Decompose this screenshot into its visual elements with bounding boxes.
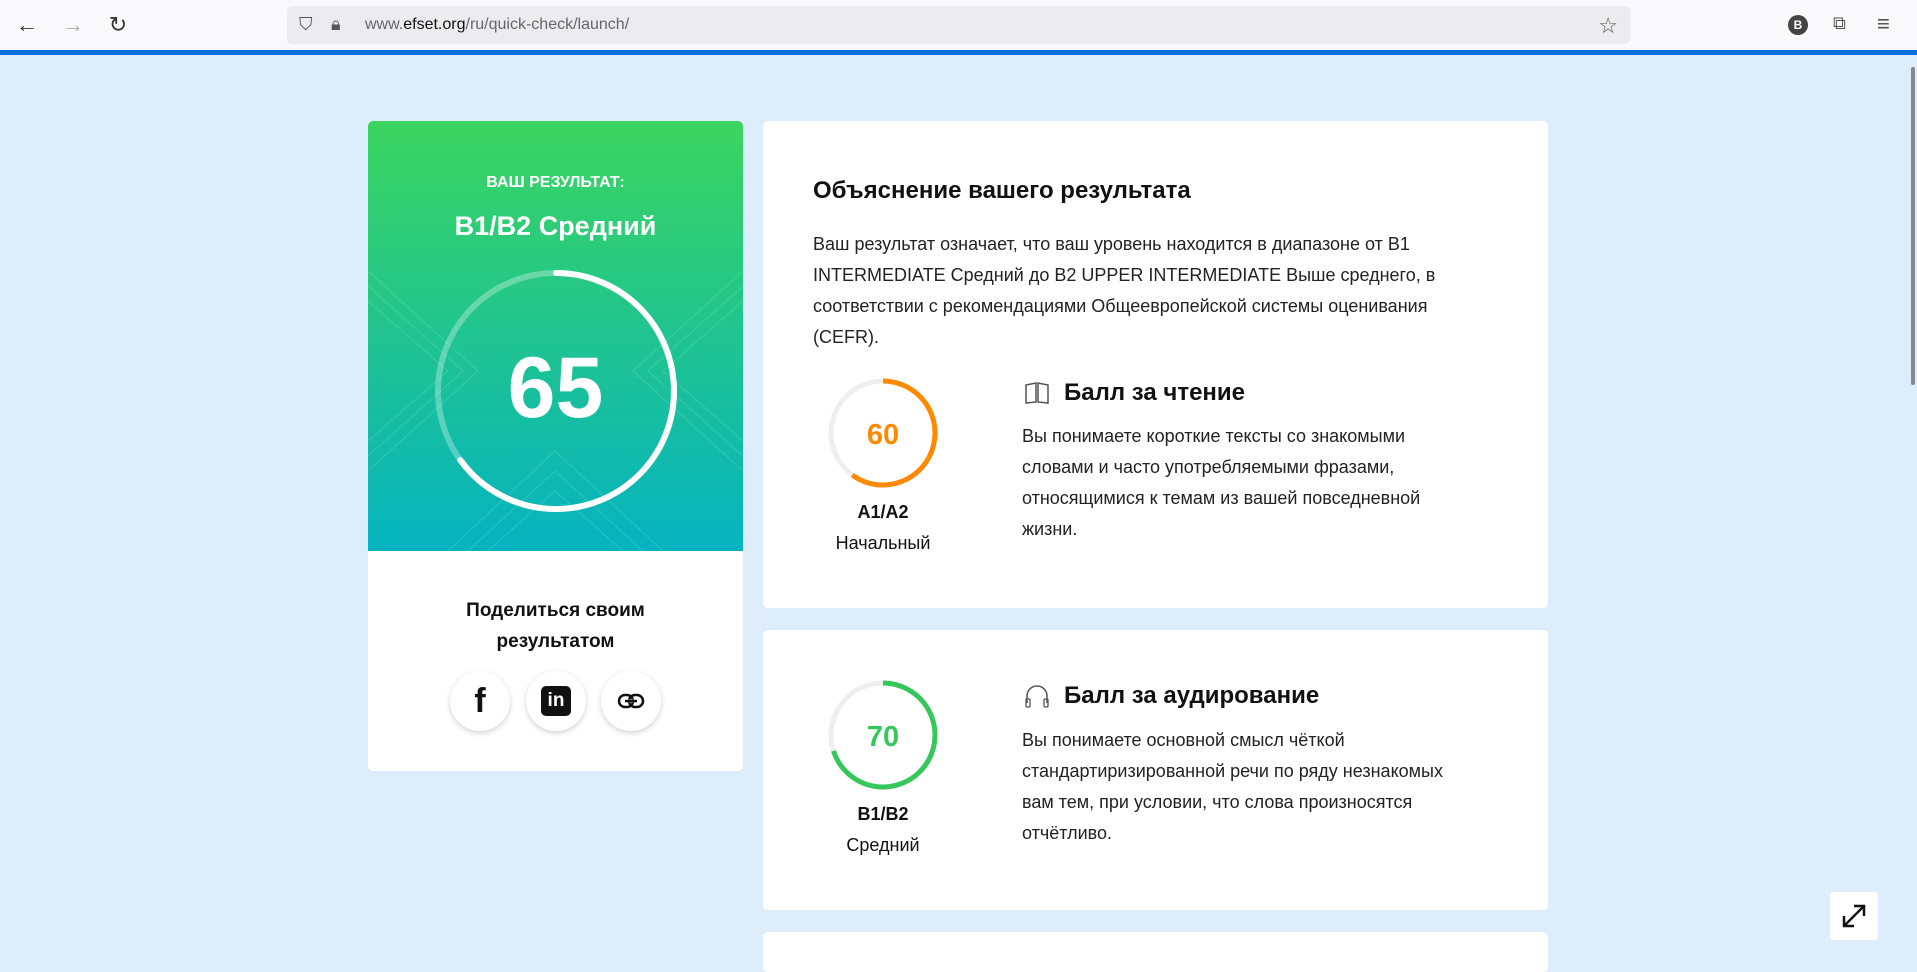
reading-description: Вы понимаете короткие тексты со знакомым… xyxy=(1022,426,1421,539)
explanation-card: Объяснение вашего результата Ваш результ… xyxy=(763,121,1548,608)
listening-title: Балл за аудирование xyxy=(1064,682,1320,709)
reload-icon[interactable]: ↻ xyxy=(108,12,128,37)
lock-icon[interactable]: 🔒︎ xyxy=(331,14,341,34)
headphones-icon xyxy=(1025,685,1049,708)
score-ring xyxy=(435,270,677,512)
profile-avatar[interactable]: B xyxy=(1788,15,1808,35)
decorative-pattern xyxy=(368,270,743,551)
reading-title: Балл за чтение xyxy=(1064,379,1246,406)
explanation-title: Объяснение вашего результата xyxy=(813,177,1191,204)
loading-bar xyxy=(0,50,1917,55)
forward-icon[interactable]: → xyxy=(62,12,84,37)
result-label: ВАШ РЕЗУЛЬТАТ: xyxy=(486,174,625,191)
share-linkedin-button[interactable]: in xyxy=(526,671,586,731)
listening-level-name: Средний xyxy=(846,835,920,855)
reading-level: A1/A2 xyxy=(857,502,909,522)
bookmark-star-icon[interactable]: ☆ xyxy=(1598,13,1618,38)
book-icon xyxy=(1025,382,1049,404)
url-text[interactable]: www.efset.org/ru/quick-check/launch/ xyxy=(365,16,630,33)
copy-link-button[interactable] xyxy=(601,671,661,731)
reading-score-arc xyxy=(828,378,938,488)
reading-score-ring: 60 xyxy=(828,378,938,488)
menu-icon[interactable]: ≡ xyxy=(1877,11,1890,36)
extensions-icon[interactable]: ⧉ xyxy=(1833,13,1846,33)
shield-icon[interactable]: ⛉ xyxy=(299,14,313,34)
reading-level-name: Начальный xyxy=(835,533,931,553)
listening-description: Вы понимаете основной смысл чёткой станда… xyxy=(1022,730,1443,843)
back-icon[interactable]: ← xyxy=(16,12,38,37)
result-card: ВАШ РЕЗУЛЬТАТ: B1/B2 Средний 65 Поделить… xyxy=(368,121,743,771)
result-hero: ВАШ РЕЗУЛЬТАТ: B1/B2 Средний 65 xyxy=(368,121,743,551)
address-bar[interactable]: ⛉ 🔒︎ www.efset.org/ru/quick-check/launch… xyxy=(287,6,1630,44)
linkedin-icon: in xyxy=(541,686,571,716)
scrollbar-thumb[interactable] xyxy=(1911,67,1915,385)
link-icon xyxy=(617,693,645,709)
reading-score: 60 xyxy=(867,419,899,451)
expand-icon xyxy=(1842,904,1866,928)
listening-card: 70 B1/B2 Средний Балл за аудирование Вы … xyxy=(763,630,1548,910)
next-card xyxy=(763,932,1548,972)
explanation-text: Ваш результат означает, что ваш уровень … xyxy=(813,234,1436,347)
listening-score-ring: 70 xyxy=(828,680,938,790)
listening-level: B1/B2 xyxy=(857,804,909,824)
listening-score-arc xyxy=(828,680,938,790)
listening-score: 70 xyxy=(867,721,899,753)
fullscreen-button[interactable] xyxy=(1830,892,1878,940)
facebook-icon: f xyxy=(474,681,486,720)
result-level: B1/B2 Средний xyxy=(454,211,657,241)
result-score: 65 xyxy=(507,340,604,436)
browser-toolbar: ← → ↻ ⛉ 🔒︎ www.efset.org/ru/quick-check/… xyxy=(0,0,1917,50)
score-arc xyxy=(435,270,677,512)
share-title: Поделиться своим результатом xyxy=(466,600,645,652)
share-facebook-button[interactable]: f xyxy=(450,671,510,731)
